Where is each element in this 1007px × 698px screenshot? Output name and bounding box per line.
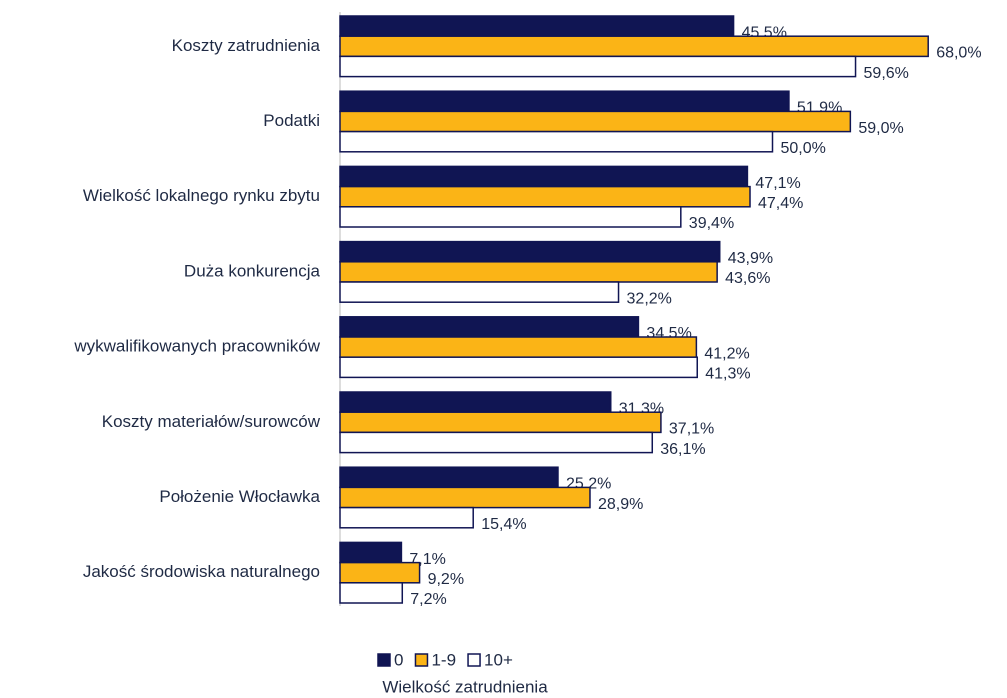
category-label: Koszty zatrudnienia bbox=[172, 36, 321, 55]
value-label: 47,4% bbox=[758, 195, 803, 212]
category-label: Wielkość lokalnego rynku zbytu bbox=[83, 186, 320, 205]
legend-label: 0 bbox=[394, 650, 403, 669]
bar bbox=[339, 240, 721, 263]
category-label: Położenie Włocławka bbox=[159, 487, 320, 506]
bar bbox=[339, 35, 929, 58]
value-label: 47,1% bbox=[755, 175, 800, 192]
bar bbox=[339, 431, 654, 454]
bar bbox=[339, 185, 751, 208]
bar bbox=[339, 206, 682, 228]
value-label: 36,1% bbox=[660, 441, 705, 458]
value-label: 59,6% bbox=[864, 65, 909, 82]
value-label: 37,1% bbox=[669, 421, 714, 438]
bar bbox=[339, 466, 559, 489]
bar bbox=[339, 55, 857, 78]
value-label: 9,2% bbox=[428, 571, 464, 588]
legend-label: 1-9 bbox=[431, 650, 456, 669]
bar bbox=[339, 411, 662, 434]
legend-swatch bbox=[377, 653, 391, 667]
bar bbox=[339, 506, 474, 529]
value-label: 50,0% bbox=[781, 140, 826, 157]
category-label: Duża konkurencja bbox=[184, 261, 321, 280]
bar bbox=[339, 90, 790, 113]
bar bbox=[339, 281, 620, 303]
value-label: 41,3% bbox=[705, 366, 750, 383]
bar bbox=[339, 356, 698, 379]
value-label: 39,4% bbox=[689, 215, 734, 232]
bar bbox=[339, 582, 404, 604]
bar bbox=[339, 541, 403, 564]
value-label: 32,2% bbox=[627, 290, 672, 307]
legend-label: 10+ bbox=[484, 650, 513, 669]
bar bbox=[339, 391, 612, 413]
value-label: 28,9% bbox=[598, 496, 643, 513]
bar bbox=[339, 15, 735, 37]
bar bbox=[339, 261, 718, 283]
value-label: 15,4% bbox=[481, 516, 526, 533]
bar bbox=[339, 486, 591, 509]
legend-swatch bbox=[467, 653, 481, 667]
value-label: 68,0% bbox=[936, 45, 981, 62]
bar bbox=[339, 316, 640, 338]
category-label: Koszty materiałów/surowców bbox=[102, 412, 321, 431]
value-label: 7,2% bbox=[410, 591, 446, 608]
bar bbox=[339, 130, 774, 153]
legend-title: Wielkość zatrudnienia bbox=[382, 677, 548, 696]
category-label: Jakość środowiska naturalnego bbox=[83, 562, 320, 581]
bar bbox=[339, 110, 852, 133]
bar bbox=[339, 561, 421, 584]
category-label: wykwalifikowanych pracowników bbox=[73, 337, 320, 356]
bar bbox=[339, 165, 749, 188]
value-label: 41,2% bbox=[704, 345, 749, 362]
category-label: Podatki bbox=[263, 111, 320, 130]
value-label: 59,0% bbox=[858, 120, 903, 137]
bar bbox=[339, 336, 698, 358]
legend-swatch bbox=[414, 653, 429, 667]
value-label: 43,9% bbox=[728, 250, 773, 267]
value-label: 43,6% bbox=[725, 270, 770, 287]
